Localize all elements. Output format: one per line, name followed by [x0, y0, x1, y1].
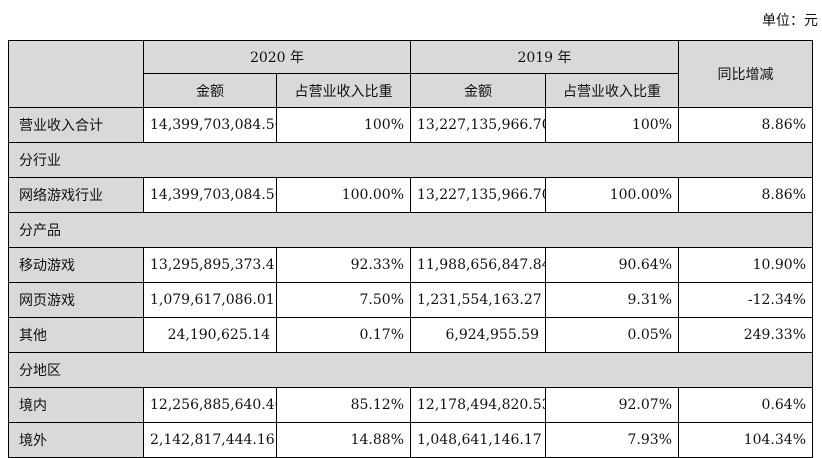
amount-2020: 14,399,703,084.56 — [143, 107, 277, 143]
ratio-2020: 14.88% — [276, 422, 411, 458]
yoy-change: 8.86% — [678, 107, 813, 143]
ratio-2019: 90.64% — [545, 247, 679, 283]
ratio-2020: 100.00% — [276, 177, 411, 213]
row-label: 其他 — [8, 317, 144, 353]
yoy-change: -12.34% — [678, 282, 813, 318]
row-label: 网络游戏行业 — [8, 177, 144, 213]
ratio-2020: 85.12% — [276, 387, 411, 423]
header-amount-2019: 金额 — [410, 73, 546, 108]
amount-2019: 11,988,656,847.84 — [410, 247, 546, 283]
ratio-2019: 100% — [545, 107, 679, 143]
ratio-2020: 7.50% — [276, 282, 411, 318]
amount-2020: 2,142,817,444.16 — [143, 422, 277, 458]
amount-2019: 1,231,554,163.27 — [410, 282, 546, 318]
table-row-domestic: 境内 12,256,885,640.40 85.12% 12,178,494,8… — [8, 387, 813, 423]
section-row-product: 分产品 — [8, 212, 813, 248]
header-row-subcolumns: 金额 占营业收入比重 金额 占营业收入比重 — [9, 73, 813, 108]
row-label: 境内 — [8, 387, 144, 423]
section-label: 分行业 — [8, 142, 813, 178]
header-amount-2020: 金额 — [143, 73, 277, 108]
table-row-mobile: 移动游戏 13,295,895,373.41 92.33% 11,988,656… — [8, 247, 813, 283]
amount-2019: 12,178,494,820.53 — [410, 387, 546, 423]
header-blank-cell — [8, 40, 144, 108]
amount-2020: 12,256,885,640.40 — [143, 387, 277, 423]
amount-2019: 6,924,955.59 — [410, 317, 546, 353]
section-row-industry: 分行业 — [8, 142, 813, 178]
section-row-region: 分地区 — [8, 352, 813, 388]
row-label: 营业收入合计 — [8, 107, 144, 143]
amount-2019: 13,227,135,966.70 — [410, 107, 546, 143]
ratio-2020: 0.17% — [276, 317, 411, 353]
yoy-change: 8.86% — [678, 177, 813, 213]
ratio-2019: 92.07% — [545, 387, 679, 423]
table-row-industry: 网络游戏行业 14,399,703,084.56 100.00% 13,227,… — [8, 177, 813, 213]
ratio-2019: 9.31% — [545, 282, 679, 318]
amount-2019: 1,048,641,146.17 — [410, 422, 546, 458]
yoy-change: 249.33% — [678, 317, 813, 353]
yoy-change: 10.90% — [678, 247, 813, 283]
amount-2020: 14,399,703,084.56 — [143, 177, 277, 213]
table-row-other: 其他 24,190,625.14 0.17% 6,924,955.59 0.05… — [8, 317, 813, 353]
section-label: 分地区 — [8, 352, 813, 388]
header-ratio-2020: 占营业收入比重 — [276, 73, 411, 108]
amount-2020: 13,295,895,373.41 — [143, 247, 277, 283]
ratio-2019: 100.00% — [545, 177, 679, 213]
table-row-total: 营业收入合计 14,399,703,084.56 100% 13,227,135… — [8, 107, 813, 143]
row-label: 网页游戏 — [8, 282, 144, 318]
amount-2020: 24,190,625.14 — [143, 317, 277, 353]
ratio-2020: 92.33% — [276, 247, 411, 283]
table-row-overseas: 境外 2,142,817,444.16 14.88% 1,048,641,146… — [8, 422, 813, 458]
header-yoy: 同比增减 — [678, 40, 813, 108]
header-year-2019: 2019 年 — [410, 40, 679, 74]
row-label: 境外 — [8, 422, 144, 458]
yoy-change: 0.64% — [678, 387, 813, 423]
table-row-web: 网页游戏 1,079,617,086.01 7.50% 1,231,554,16… — [8, 282, 813, 318]
revenue-table: 2020 年 2019 年 同比增减 金额 占营业收入比重 金额 占营业收入比重… — [8, 40, 813, 458]
row-label: 移动游戏 — [8, 247, 144, 283]
amount-2020: 1,079,617,086.01 — [143, 282, 277, 318]
ratio-2020: 100% — [276, 107, 411, 143]
unit-label: 单位：元 — [762, 13, 818, 29]
header-row-years: 2020 年 2019 年 同比增减 — [8, 40, 813, 108]
yoy-change: 104.34% — [678, 422, 813, 458]
section-label: 分产品 — [8, 212, 813, 248]
ratio-2019: 0.05% — [545, 317, 679, 353]
header-year-2020: 2020 年 — [143, 40, 411, 74]
amount-2019: 13,227,135,966.70 — [410, 177, 546, 213]
header-ratio-2019: 占营业收入比重 — [545, 73, 679, 108]
ratio-2019: 7.93% — [545, 422, 679, 458]
